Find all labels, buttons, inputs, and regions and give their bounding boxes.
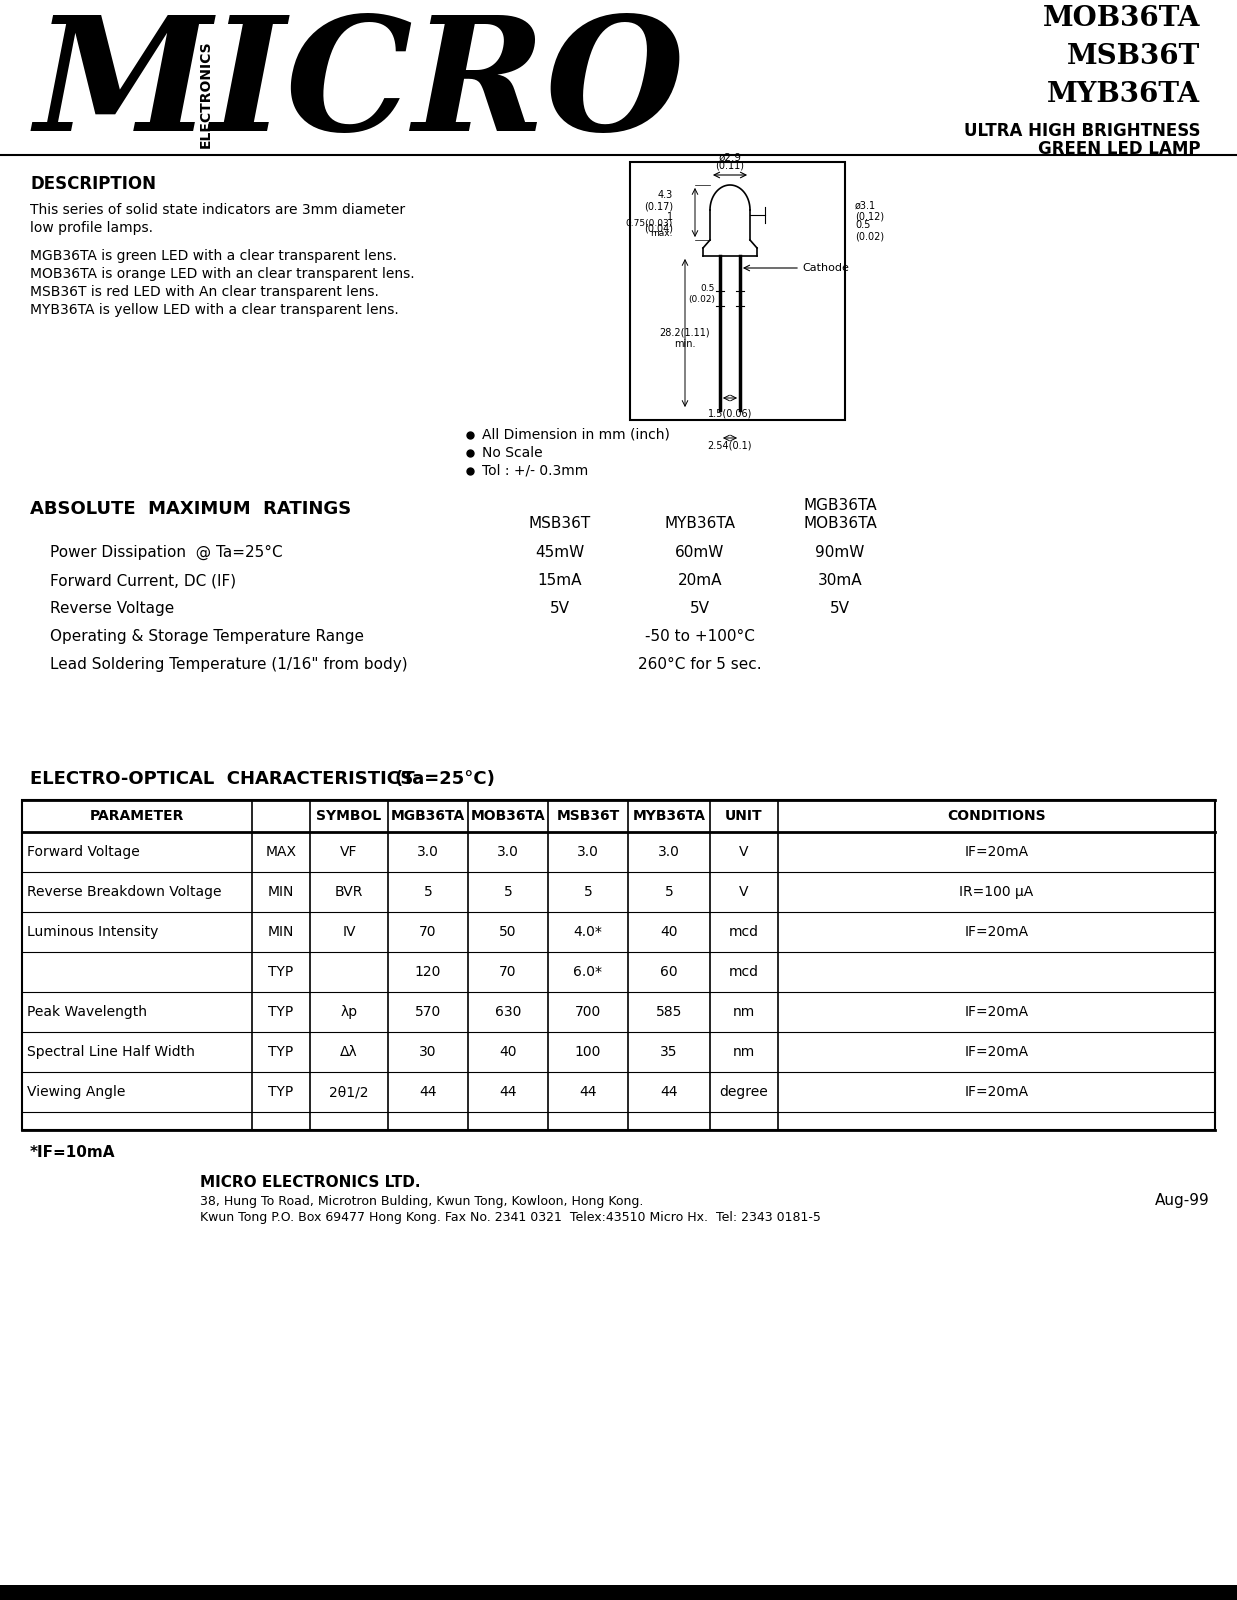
Bar	[0, 1586, 1237, 1600]
Text: PARAMETER: PARAMETER	[90, 810, 184, 822]
Text: 3.0: 3.0	[497, 845, 520, 859]
Text: IV: IV	[343, 925, 356, 939]
Text: 44: 44	[661, 1085, 678, 1099]
Text: 5V: 5V	[550, 602, 570, 616]
Text: MICRO: MICRO	[35, 10, 685, 165]
Text: Reverse Breakdown Voltage: Reverse Breakdown Voltage	[27, 885, 221, 899]
Text: IR=100 μA: IR=100 μA	[960, 885, 1034, 899]
Bar	[630, 162, 845, 419]
Text: nm: nm	[732, 1005, 755, 1019]
Text: TYP: TYP	[268, 1085, 293, 1099]
Text: 45mW: 45mW	[536, 546, 585, 560]
Text: IF=20mA: IF=20mA	[965, 845, 1028, 859]
Text: V: V	[740, 845, 748, 859]
Text: ø3.1
(0.12): ø3.1 (0.12)	[855, 200, 884, 222]
Text: 44: 44	[419, 1085, 437, 1099]
Text: 35: 35	[661, 1045, 678, 1059]
Text: mcd: mcd	[729, 925, 760, 939]
Text: MGB36TA: MGB36TA	[803, 498, 877, 514]
Text: 5: 5	[584, 885, 593, 899]
Text: 4.0*: 4.0*	[574, 925, 602, 939]
Text: 60mW: 60mW	[675, 546, 725, 560]
Text: 70: 70	[419, 925, 437, 939]
Text: *IF=10mA: *IF=10mA	[30, 1146, 115, 1160]
Text: Tol : +/- 0.3mm: Tol : +/- 0.3mm	[482, 464, 589, 478]
Text: MSB36T: MSB36T	[529, 515, 591, 531]
Bar	[0, 0, 1237, 155]
Text: MGB36TA is green LED with a clear transparent lens.: MGB36TA is green LED with a clear transp…	[30, 250, 397, 262]
Text: 50: 50	[500, 925, 517, 939]
Text: 585: 585	[656, 1005, 682, 1019]
Text: UNIT: UNIT	[725, 810, 763, 822]
Text: VF: VF	[340, 845, 357, 859]
Text: IF=20mA: IF=20mA	[965, 925, 1028, 939]
Text: CONDITIONS: CONDITIONS	[948, 810, 1045, 822]
Text: 44: 44	[579, 1085, 596, 1099]
Text: 90mW: 90mW	[815, 546, 865, 560]
Text: low profile lamps.: low profile lamps.	[30, 221, 153, 235]
Text: ABSOLUTE  MAXIMUM  RATINGS: ABSOLUTE MAXIMUM RATINGS	[30, 499, 351, 518]
Text: 0.5
(0.02): 0.5 (0.02)	[688, 285, 715, 304]
Text: ELECTRONICS: ELECTRONICS	[199, 40, 213, 149]
Text: 5V: 5V	[690, 602, 710, 616]
Text: nm: nm	[732, 1045, 755, 1059]
Text: GREEN LED LAMP: GREEN LED LAMP	[1038, 141, 1200, 158]
Text: MOB36TA is orange LED with an clear transparent lens.: MOB36TA is orange LED with an clear tran…	[30, 267, 414, 282]
Text: SYMBOL: SYMBOL	[317, 810, 382, 822]
Text: Viewing Angle: Viewing Angle	[27, 1085, 125, 1099]
Text: Forward Voltage: Forward Voltage	[27, 845, 140, 859]
Text: MYB36TA: MYB36TA	[1047, 82, 1200, 109]
Text: MSB36T: MSB36T	[1066, 43, 1200, 70]
Text: MOB36TA: MOB36TA	[1043, 5, 1200, 32]
Text: Kwun Tong P.O. Box 69477 Hong Kong. Fax No. 2341 0321  Telex:43510 Micro Hx.  Te: Kwun Tong P.O. Box 69477 Hong Kong. Fax …	[200, 1211, 821, 1224]
Text: 28.2(1.11)
min.: 28.2(1.11) min.	[659, 328, 710, 349]
Text: 120: 120	[414, 965, 442, 979]
Text: IF=20mA: IF=20mA	[965, 1085, 1028, 1099]
Text: MIN: MIN	[268, 885, 294, 899]
Text: 5V: 5V	[830, 602, 850, 616]
Text: TYP: TYP	[268, 1005, 293, 1019]
Text: 4.3
(0.17): 4.3 (0.17)	[644, 190, 673, 211]
Text: MAX: MAX	[266, 845, 297, 859]
Text: Reverse Voltage: Reverse Voltage	[49, 602, 174, 616]
Text: 700: 700	[575, 1005, 601, 1019]
Text: All Dimension in mm (inch): All Dimension in mm (inch)	[482, 427, 670, 442]
Text: MOB36TA: MOB36TA	[803, 515, 877, 531]
Text: MYB36TA: MYB36TA	[632, 810, 705, 822]
Text: 1
(0.04): 1 (0.04)	[644, 211, 673, 234]
Text: TYP: TYP	[268, 965, 293, 979]
Text: MSB36T: MSB36T	[557, 810, 620, 822]
Text: λp: λp	[340, 1005, 357, 1019]
Text: 30: 30	[419, 1045, 437, 1059]
Text: Spectral Line Half Width: Spectral Line Half Width	[27, 1045, 195, 1059]
Text: Δλ: Δλ	[340, 1045, 357, 1059]
Text: MICRO ELECTRONICS LTD.: MICRO ELECTRONICS LTD.	[200, 1174, 421, 1190]
Text: IF=20mA: IF=20mA	[965, 1005, 1028, 1019]
Text: 3.0: 3.0	[578, 845, 599, 859]
Text: 44: 44	[500, 1085, 517, 1099]
Text: MYB36TA: MYB36TA	[664, 515, 736, 531]
Text: Power Dissipation  @ Ta=25°C: Power Dissipation @ Ta=25°C	[49, 546, 282, 560]
Text: MOB36TA: MOB36TA	[470, 810, 546, 822]
Text: Peak Wavelength: Peak Wavelength	[27, 1005, 147, 1019]
Text: 1.5(0.06): 1.5(0.06)	[708, 408, 752, 418]
Text: Operating & Storage Temperature Range: Operating & Storage Temperature Range	[49, 629, 364, 643]
Text: -50 to +100°C: -50 to +100°C	[644, 629, 755, 643]
Text: 3.0: 3.0	[417, 845, 439, 859]
Text: 38, Hung To Road, Microtron Bulding, Kwun Tong, Kowloon, Hong Kong.: 38, Hung To Road, Microtron Bulding, Kwu…	[200, 1195, 643, 1208]
Text: Aug-99: Aug-99	[1155, 1194, 1210, 1208]
Text: 260°C for 5 sec.: 260°C for 5 sec.	[638, 658, 762, 672]
Text: MIN: MIN	[268, 925, 294, 939]
Bar	[22, 800, 1215, 1130]
Text: 630: 630	[495, 1005, 521, 1019]
Text: 5: 5	[503, 885, 512, 899]
Text: 0.5
(0.02): 0.5 (0.02)	[855, 221, 884, 242]
Text: MSB36T is red LED with An clear transparent lens.: MSB36T is red LED with An clear transpar…	[30, 285, 379, 299]
Text: 70: 70	[500, 965, 517, 979]
Text: Lead Soldering Temperature (1/16" from body): Lead Soldering Temperature (1/16" from b…	[49, 658, 408, 672]
Text: 5: 5	[423, 885, 433, 899]
Text: (Ta=25°C): (Ta=25°C)	[395, 770, 496, 787]
Text: Cathode: Cathode	[802, 262, 849, 274]
Text: DESCRIPTION: DESCRIPTION	[30, 174, 156, 194]
Text: ULTRA HIGH BRIGHTNESS: ULTRA HIGH BRIGHTNESS	[964, 122, 1200, 141]
